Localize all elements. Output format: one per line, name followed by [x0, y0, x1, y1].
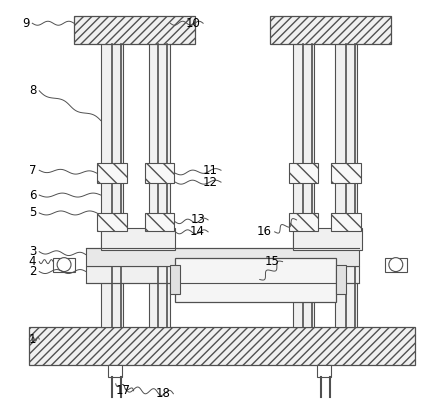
Text: 10: 10: [185, 17, 200, 30]
Circle shape: [57, 258, 71, 272]
Bar: [101, 29, 123, 327]
Circle shape: [389, 258, 403, 272]
Bar: [86, 248, 359, 266]
Text: 1: 1: [29, 332, 36, 346]
Bar: [270, 16, 391, 44]
Bar: [74, 16, 195, 44]
Bar: [86, 266, 359, 284]
Text: 15: 15: [265, 255, 280, 268]
Text: 17: 17: [115, 384, 131, 397]
Bar: [385, 258, 407, 272]
Text: 18: 18: [155, 387, 170, 400]
Text: 3: 3: [29, 245, 36, 258]
Bar: [53, 258, 75, 272]
Bar: [293, 228, 362, 250]
Bar: [148, 29, 170, 327]
Bar: [145, 213, 174, 231]
Bar: [293, 29, 314, 327]
Bar: [29, 327, 415, 365]
Bar: [331, 213, 361, 231]
Text: 9: 9: [22, 17, 29, 30]
Bar: [335, 29, 357, 327]
Text: 4: 4: [29, 255, 36, 268]
Bar: [336, 265, 346, 294]
Bar: [289, 213, 318, 231]
Bar: [317, 365, 331, 377]
Bar: [145, 163, 174, 183]
Text: 11: 11: [203, 164, 218, 177]
Bar: [101, 228, 175, 250]
Text: 16: 16: [257, 225, 272, 238]
Bar: [97, 163, 127, 183]
Text: 2: 2: [29, 265, 36, 278]
Text: 13: 13: [190, 213, 205, 226]
Text: 7: 7: [29, 164, 36, 177]
Text: 14: 14: [190, 225, 205, 238]
Bar: [175, 258, 336, 302]
Bar: [289, 163, 318, 183]
Text: 5: 5: [29, 206, 36, 219]
Bar: [97, 213, 127, 231]
Bar: [331, 163, 361, 183]
Bar: [108, 365, 122, 377]
Text: 8: 8: [29, 84, 36, 97]
Text: 6: 6: [29, 189, 36, 201]
Text: 12: 12: [203, 175, 218, 189]
Bar: [170, 265, 180, 294]
